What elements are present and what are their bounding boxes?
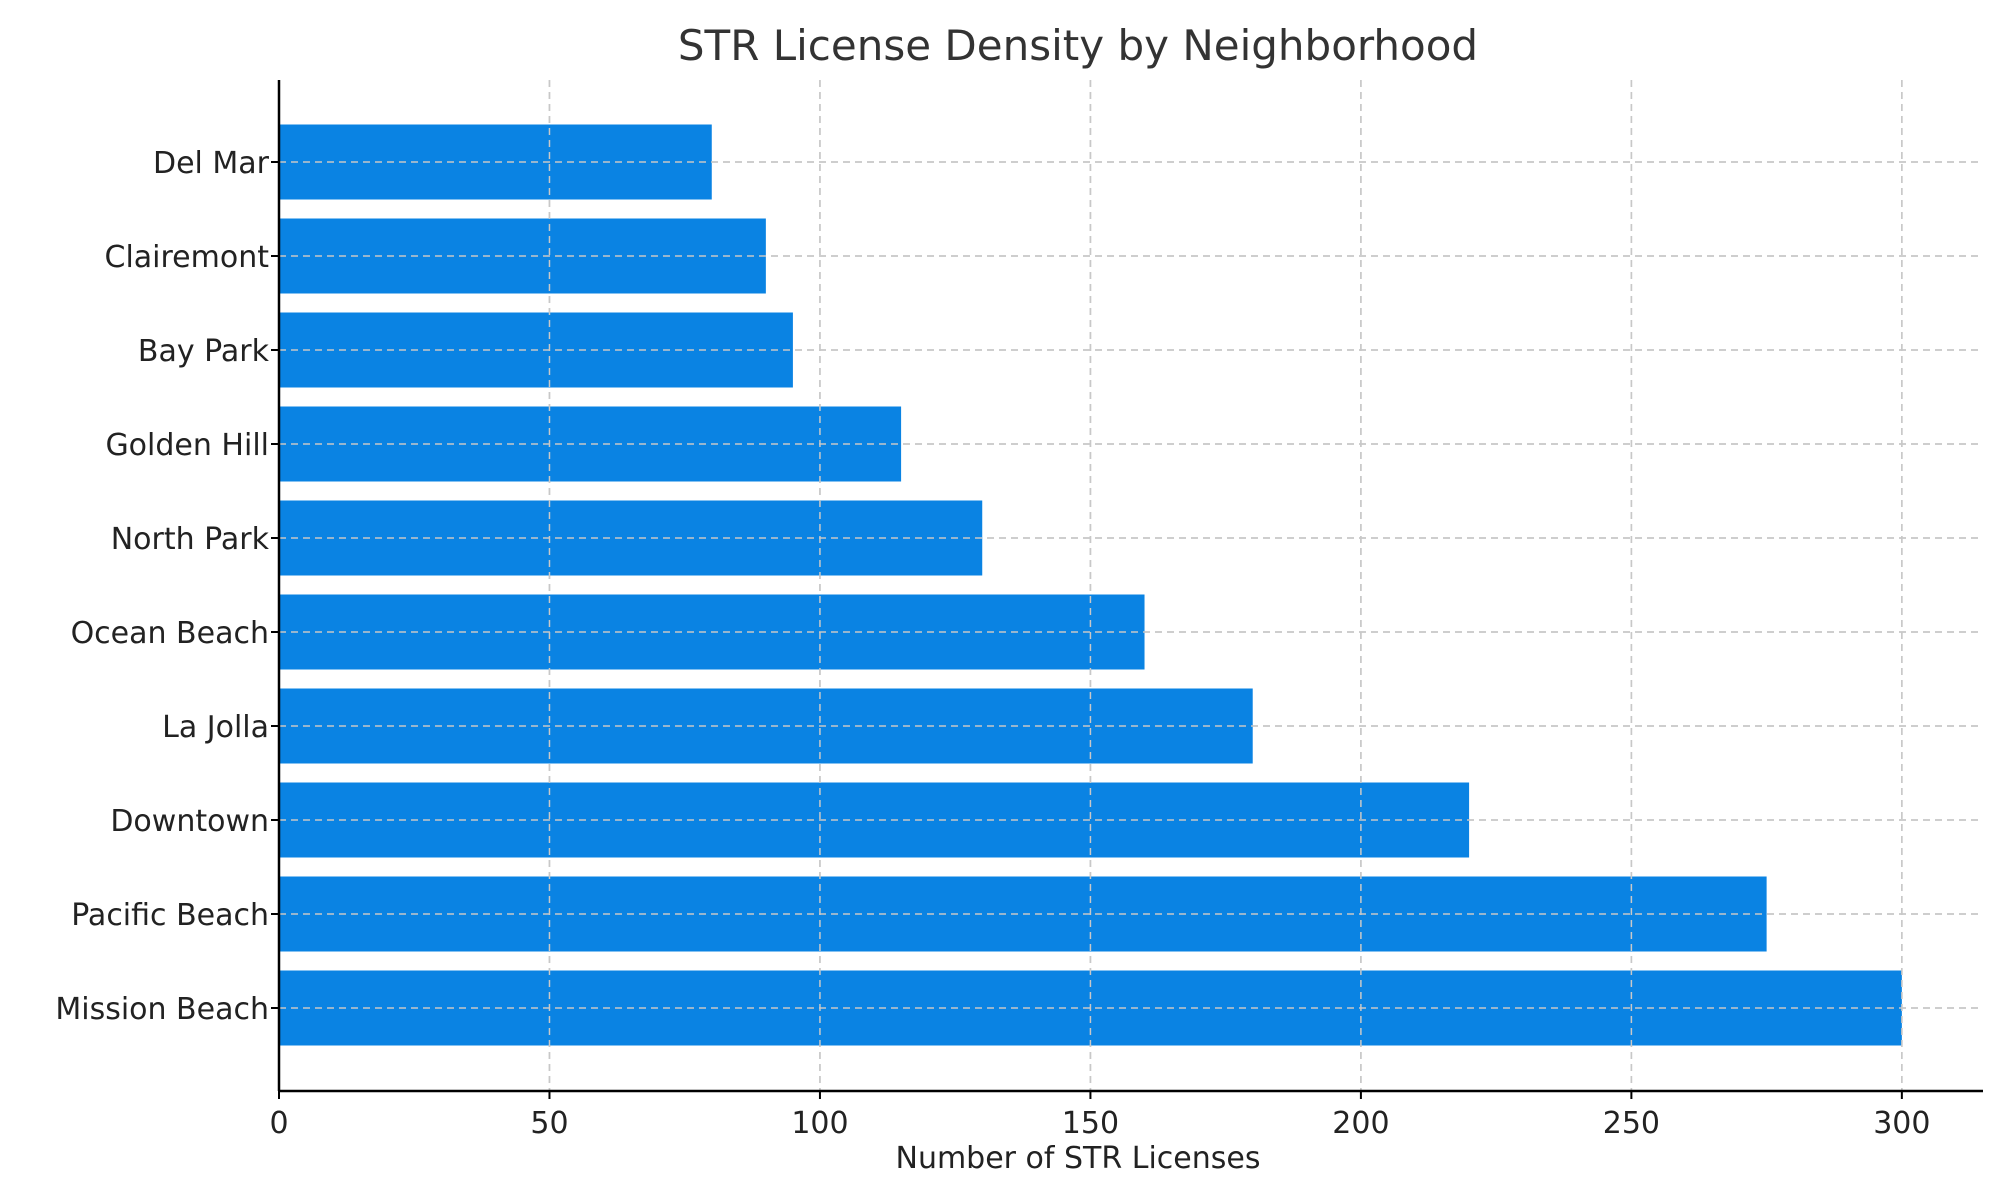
x-axis-label: Number of STR Licenses: [896, 1141, 1261, 1176]
y-tick-label: Bay Park: [138, 334, 270, 369]
y-tick-label: Ocean Beach: [71, 616, 269, 651]
y-tick-label: Golden Hill: [105, 428, 269, 463]
x-tick-label: 50: [530, 1106, 568, 1141]
axes: [271, 80, 1983, 1099]
x-tick-label: 100: [791, 1106, 848, 1141]
y-tick-label: Del Mar: [153, 146, 270, 181]
x-tick-labels: 0 50 100 150 200 250 300: [269, 1106, 1930, 1141]
y-tick-labels: Mission Beach Pacific Beach Downtown La Jol…: [55, 146, 269, 1027]
y-tick-label: Mission Beach: [55, 992, 269, 1027]
chart-title: STR License Density by Neighborhood: [678, 21, 1478, 70]
y-tick-label: Pacific Beach: [71, 898, 269, 933]
y-tick-label: Downtown: [110, 804, 269, 839]
x-tick-label: 250: [1603, 1106, 1660, 1141]
y-tick-label: La Jolla: [162, 710, 269, 745]
x-tick-label: 150: [1062, 1106, 1119, 1141]
y-tick-label: Clairemont: [105, 240, 270, 275]
bars: [279, 80, 1983, 1091]
y-tick-label: North Park: [111, 522, 270, 557]
x-tick-label: 300: [1873, 1106, 1930, 1141]
x-tick-label: 200: [1332, 1106, 1389, 1141]
x-tick-label: 0: [269, 1106, 288, 1141]
